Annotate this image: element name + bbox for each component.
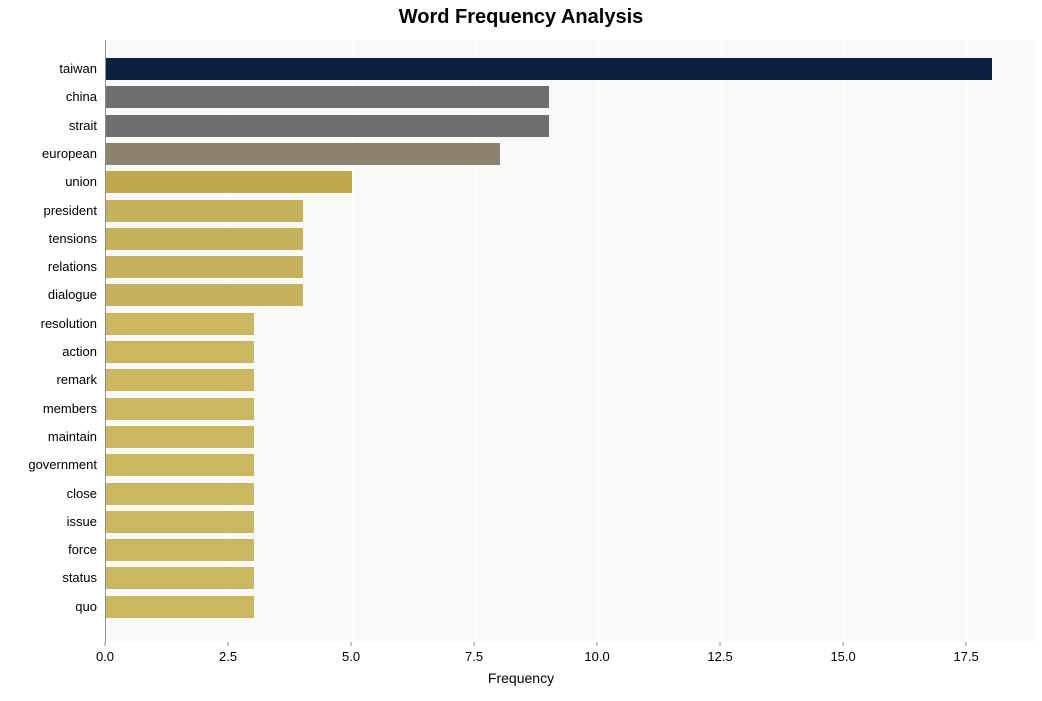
x-tick-mark	[597, 642, 598, 646]
x-tick-label: 15.0	[830, 649, 855, 664]
bar	[106, 398, 254, 420]
category-label: remark	[57, 369, 97, 391]
bar	[106, 313, 254, 335]
category-label: dialogue	[48, 284, 97, 306]
chart-title: Word Frequency Analysis	[0, 6, 1042, 29]
category-label: strait	[69, 115, 97, 137]
plot-area	[105, 40, 1035, 642]
bar	[106, 596, 254, 618]
bar	[106, 454, 254, 476]
bar	[106, 58, 992, 80]
category-label: action	[62, 341, 97, 363]
x-tick-label: 2.5	[219, 649, 237, 664]
bar	[106, 483, 254, 505]
grid-line	[598, 40, 599, 642]
grid-line	[967, 40, 968, 642]
bar	[106, 284, 303, 306]
x-tick-mark	[966, 642, 967, 646]
category-label: members	[43, 398, 97, 420]
category-label: government	[28, 454, 97, 476]
x-tick-label: 10.0	[584, 649, 609, 664]
category-label: quo	[75, 596, 97, 618]
bar	[106, 115, 549, 137]
x-tick-label: 7.5	[465, 649, 483, 664]
category-label: union	[65, 171, 97, 193]
category-label: maintain	[48, 426, 97, 448]
category-label: european	[42, 143, 97, 165]
bar	[106, 511, 254, 533]
x-axis-label: Frequency	[0, 670, 1042, 686]
x-tick-label: 0.0	[96, 649, 114, 664]
x-tick-label: 12.5	[707, 649, 732, 664]
category-label: close	[67, 483, 97, 505]
x-tick-mark	[105, 642, 106, 646]
x-tick-mark	[843, 642, 844, 646]
bar	[106, 143, 500, 165]
bar	[106, 200, 303, 222]
bar	[106, 228, 303, 250]
category-label: resolution	[41, 313, 97, 335]
bar	[106, 369, 254, 391]
bar	[106, 567, 254, 589]
category-label: tensions	[49, 228, 97, 250]
grid-line	[844, 40, 845, 642]
category-label: issue	[67, 511, 97, 533]
category-label: china	[66, 86, 97, 108]
grid-line	[721, 40, 722, 642]
category-label: status	[62, 567, 97, 589]
bar	[106, 256, 303, 278]
category-label: taiwan	[59, 58, 97, 80]
bar	[106, 86, 549, 108]
bar	[106, 341, 254, 363]
bar	[106, 539, 254, 561]
bar	[106, 171, 352, 193]
category-label: force	[68, 539, 97, 561]
x-tick-mark	[351, 642, 352, 646]
category-label: relations	[48, 256, 97, 278]
x-tick-mark	[474, 642, 475, 646]
bar	[106, 426, 254, 448]
x-tick-label: 17.5	[953, 649, 978, 664]
category-label: president	[44, 200, 97, 222]
x-tick-mark	[228, 642, 229, 646]
chart-container: Word Frequency Analysis Frequency 0.0 2.5…	[0, 0, 1042, 701]
x-tick-label: 5.0	[342, 649, 360, 664]
x-tick-mark	[720, 642, 721, 646]
